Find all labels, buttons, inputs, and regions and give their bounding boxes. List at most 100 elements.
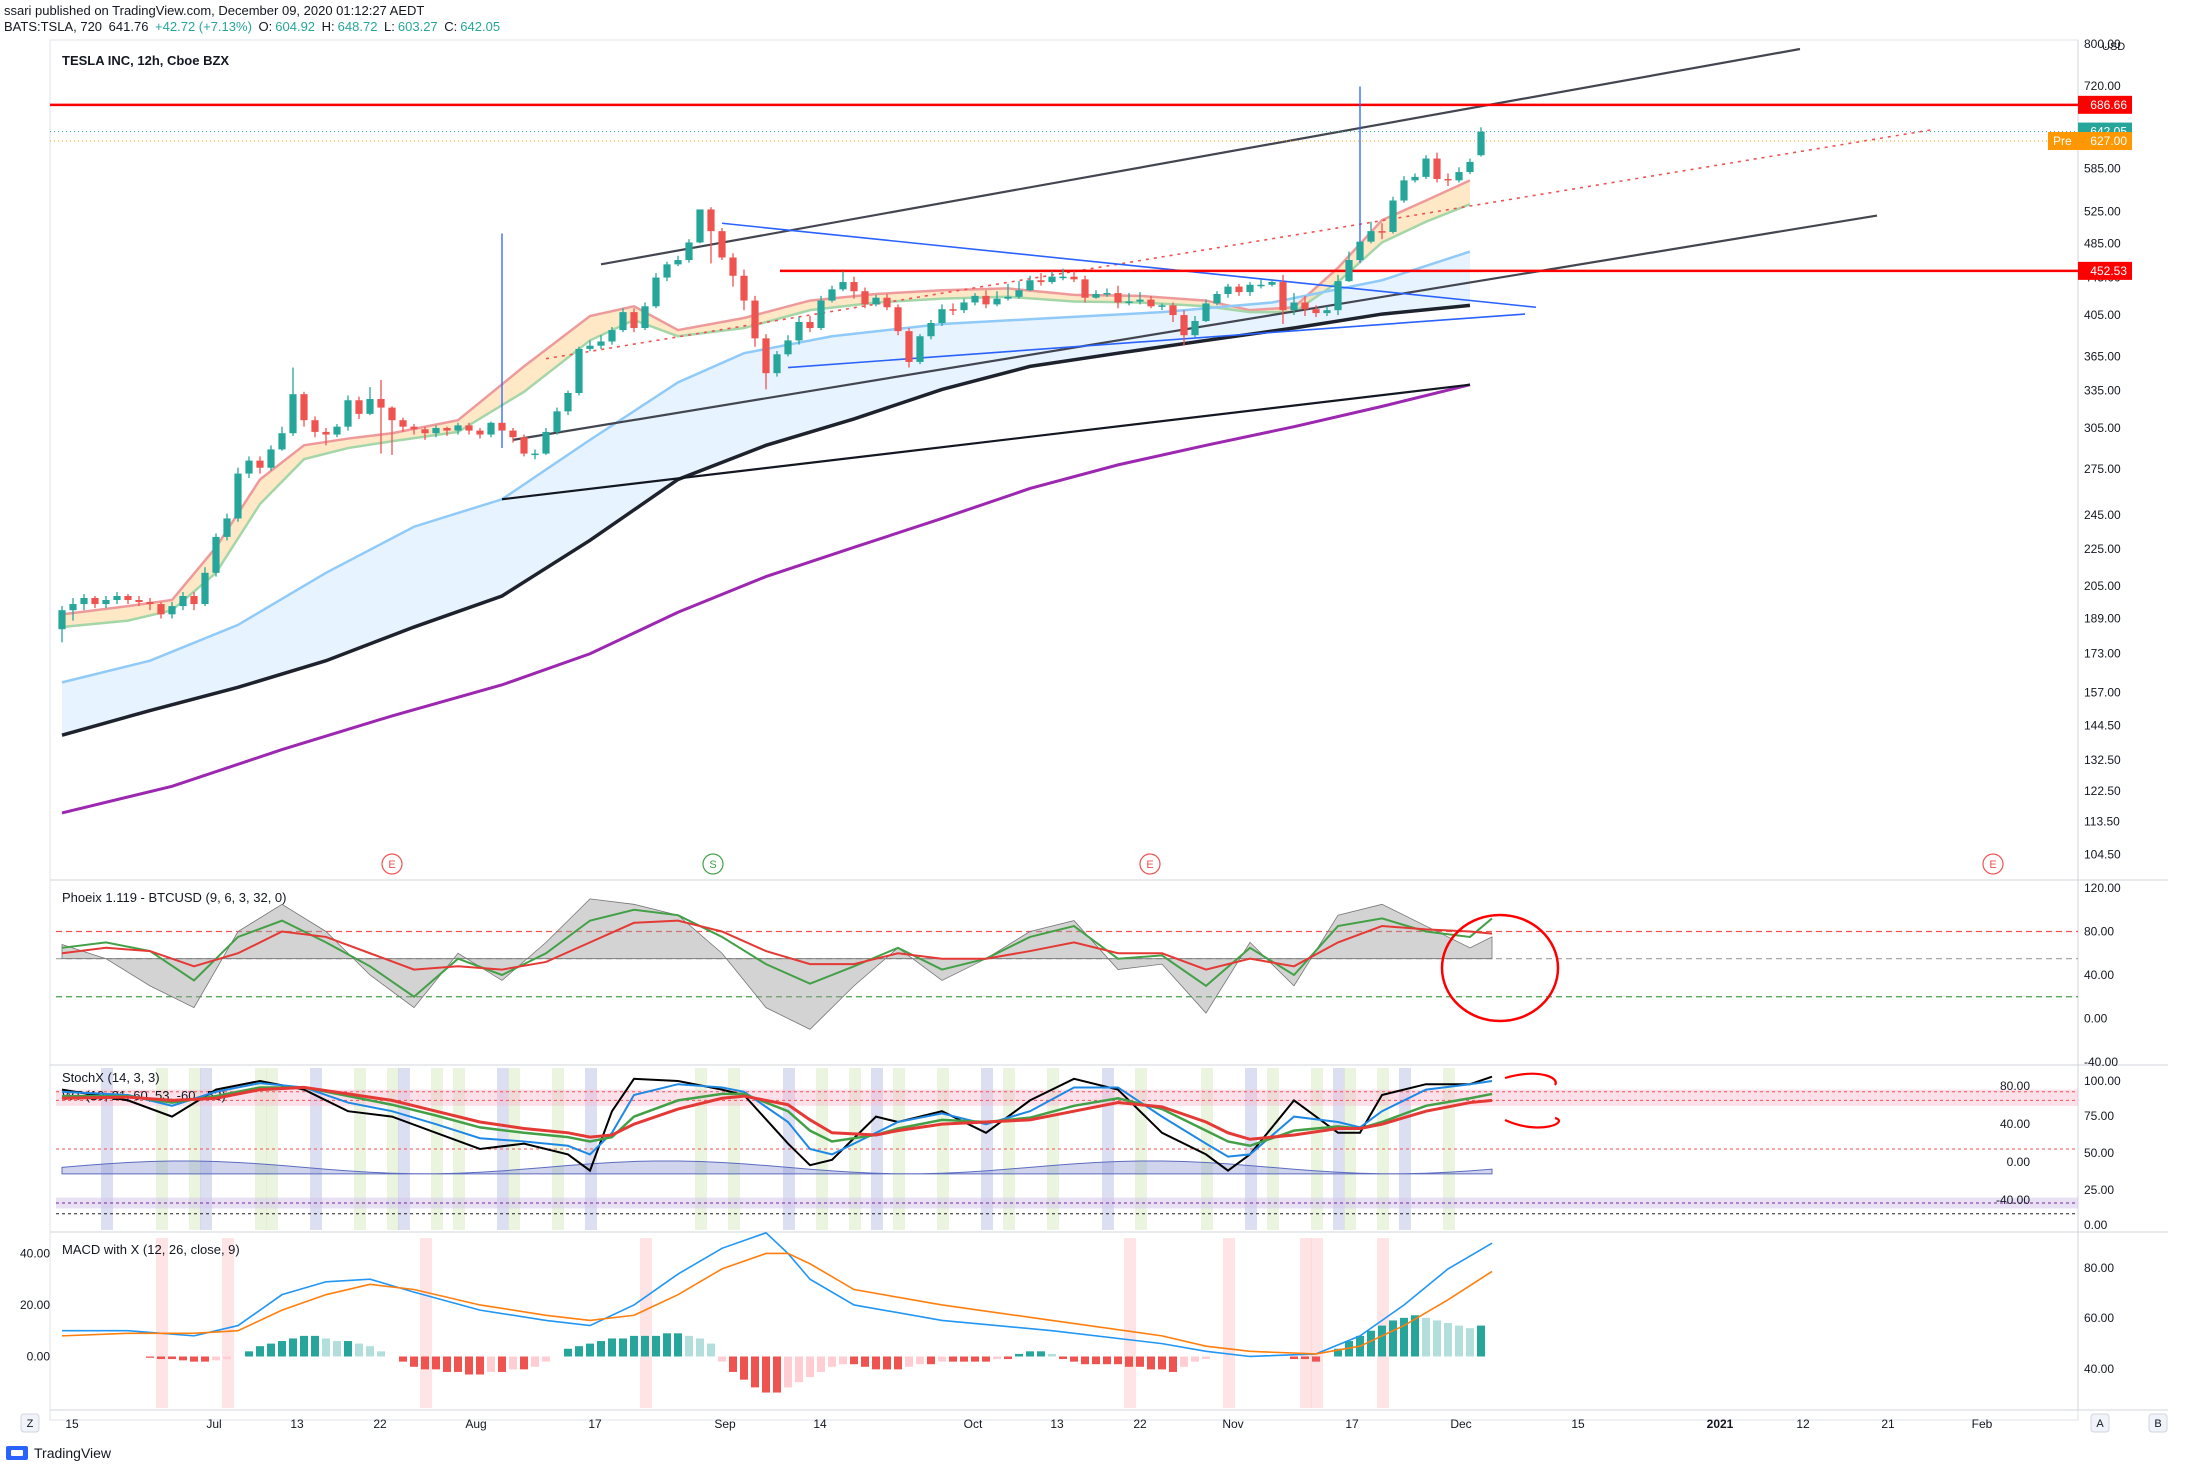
macd-histogram-bar xyxy=(179,1356,187,1361)
macd-histogram-bar xyxy=(1301,1356,1309,1360)
macd-histogram-bar xyxy=(355,1343,363,1357)
stoch-bg-stripe xyxy=(1003,1068,1015,1230)
symbol-label: BATS:TSLA, 720 xyxy=(4,19,103,34)
stoch-bg-stripe xyxy=(871,1068,883,1230)
annotation-bracket xyxy=(1504,1072,1561,1129)
phoeix-tick-label: 80.00 xyxy=(2084,925,2114,939)
stoch-bg-stripe xyxy=(497,1068,509,1230)
time-axis-tick: 22 xyxy=(373,1417,387,1431)
macd-histogram-bar xyxy=(1015,1353,1023,1357)
candle-body xyxy=(993,298,1001,305)
tradingview-logo[interactable]: TradingView xyxy=(6,1445,111,1461)
stoch-line xyxy=(61,1075,1493,1173)
candle-body xyxy=(179,596,187,607)
macd-histogram-bar xyxy=(696,1338,704,1357)
time-axis-tick: Oct xyxy=(964,1417,983,1431)
price-tick-label: 122.50 xyxy=(2084,784,2121,798)
price-tick-label: 225.00 xyxy=(2084,542,2121,556)
macd-histogram-bar xyxy=(344,1341,352,1357)
macd-line xyxy=(61,1252,1493,1355)
macd-histogram-bar xyxy=(993,1356,1001,1360)
candle-body xyxy=(949,309,957,311)
macd-histogram-bar xyxy=(707,1343,715,1357)
time-axis-tick: Aug xyxy=(465,1417,486,1431)
macd-histogram-bar xyxy=(762,1356,770,1393)
stoch-right-tick: 25.00 xyxy=(2084,1183,2114,1197)
macd-histogram-bar xyxy=(498,1356,506,1372)
macd-right-tick: 80.00 xyxy=(2084,1261,2114,1275)
macd-line xyxy=(62,1231,1493,1358)
macd-histogram-bar xyxy=(168,1356,176,1360)
candle-body xyxy=(421,429,429,434)
candle-body xyxy=(1026,280,1034,291)
macd-histogram-bar xyxy=(1433,1320,1441,1357)
candle-body xyxy=(707,209,715,232)
price-tick-label: 275.00 xyxy=(2084,462,2121,476)
price-tick-label: 485.00 xyxy=(2084,236,2121,250)
stoch-bg-stripe xyxy=(893,1068,905,1230)
trend-line xyxy=(501,383,1471,501)
macd-histogram-bar xyxy=(1158,1356,1166,1370)
candle-body xyxy=(366,399,374,414)
macd-histogram-bar xyxy=(1378,1325,1386,1357)
candle-body xyxy=(58,610,66,630)
candle-body xyxy=(91,597,99,605)
candle-body xyxy=(509,430,517,438)
annotation-circle xyxy=(1440,913,1560,1023)
candle-body xyxy=(278,433,286,450)
macd-histogram-bar xyxy=(575,1346,583,1357)
macd-histogram-bar xyxy=(1059,1356,1067,1360)
macd-histogram-bar xyxy=(938,1356,946,1362)
macd-histogram-bar xyxy=(1081,1356,1089,1365)
time-axis-tick: 15 xyxy=(65,1417,79,1431)
time-axis-tick: Feb xyxy=(1972,1417,1993,1431)
candle-body xyxy=(960,302,968,311)
candle-body xyxy=(322,431,330,435)
macd-histogram-bar xyxy=(751,1356,759,1388)
macd-bg-stripe xyxy=(640,1238,652,1408)
ma-line-sma-50 xyxy=(61,250,1471,684)
candle-body xyxy=(839,282,847,290)
candle-body xyxy=(1301,302,1309,310)
candle-body xyxy=(652,277,660,307)
candle-body xyxy=(1246,284,1254,293)
candle-body xyxy=(971,295,979,303)
macd-histogram-bar xyxy=(1290,1356,1298,1360)
price-label-text: 627.00 xyxy=(2090,134,2127,148)
time-axis-tick: 2021 xyxy=(1707,1417,1734,1431)
macd-histogram-bar xyxy=(740,1356,748,1380)
stoch-right-tick: 100.00 xyxy=(2084,1074,2121,1088)
macd-histogram-bar xyxy=(806,1356,814,1378)
published-line: ssari published on TradingView.com, Dece… xyxy=(4,3,425,18)
price-tick-label: 104.50 xyxy=(2084,847,2121,861)
price-tick-label: 157.00 xyxy=(2084,685,2121,699)
stoch-bg-stripe xyxy=(1399,1068,1411,1230)
candle-body xyxy=(476,430,484,435)
candle-body xyxy=(729,257,737,276)
candle-body xyxy=(685,242,693,261)
macd-histogram-bar xyxy=(1191,1356,1199,1362)
candle-body xyxy=(784,340,792,355)
open-label: O: xyxy=(258,19,273,34)
candle-body xyxy=(663,264,671,278)
candle-body xyxy=(872,297,880,305)
macd-histogram-bar xyxy=(674,1333,682,1357)
candle-body xyxy=(575,348,583,393)
macd-bg-stripe xyxy=(1124,1238,1136,1408)
low-value: 603.27 xyxy=(397,19,438,34)
candle-body xyxy=(1455,172,1463,181)
price-label-box xyxy=(2078,95,2132,114)
candle-body xyxy=(212,536,220,573)
candle-body xyxy=(344,400,352,427)
candle-body xyxy=(454,425,462,431)
event-marker xyxy=(1982,853,2004,875)
macd-histogram-bar xyxy=(443,1356,451,1372)
toolbar-button-label: A xyxy=(2096,1418,2104,1430)
macd-right-tick: 40.00 xyxy=(2084,1362,2114,1376)
candle-body xyxy=(1048,276,1056,283)
candle-body xyxy=(1147,299,1155,307)
candle-body xyxy=(256,460,264,468)
candle-body xyxy=(1389,200,1397,232)
candle-body xyxy=(564,392,572,412)
